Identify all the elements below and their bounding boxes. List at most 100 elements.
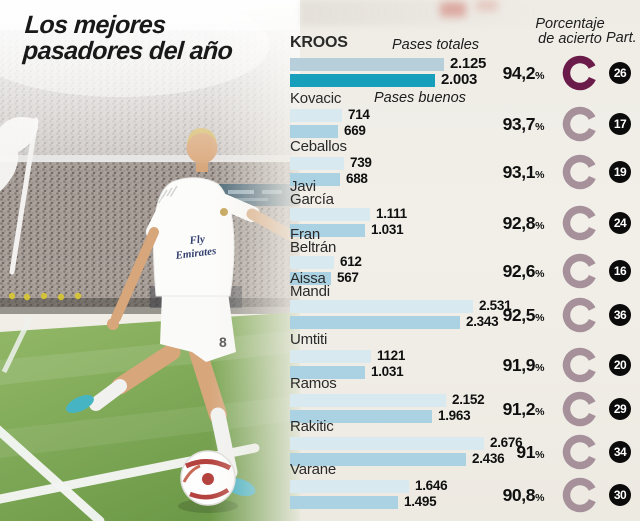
- good-passes-value: 1.031: [371, 364, 404, 379]
- matches-badge: 34: [609, 440, 631, 463]
- good-passes-value: 1.031: [371, 222, 404, 237]
- total-passes-value: 2.676: [490, 435, 523, 450]
- player-name: Javi García: [290, 178, 334, 208]
- crowd-ghost: [300, 0, 540, 26]
- total-passes-value: 2.152: [452, 392, 485, 407]
- good-passes-value: 567: [337, 270, 359, 285]
- total-passes-bar: [290, 437, 484, 450]
- good-passes-bar: [290, 316, 460, 329]
- player-name: Umtiti: [290, 331, 328, 348]
- total-passes-value: 2.531: [479, 298, 512, 313]
- total-passes-bar: [290, 480, 409, 493]
- percent-sign: %: [535, 69, 544, 82]
- accuracy-gauge-icon: [562, 106, 598, 141]
- series-label-total-passes: Pases totales: [392, 37, 480, 53]
- accuracy-percent: 94,2%: [502, 62, 545, 83]
- accuracy-gauge-icon: [562, 477, 598, 512]
- good-passes-bar: [290, 453, 466, 466]
- matches-badge: 29: [609, 397, 631, 420]
- accuracy-percent: 92,5%: [502, 304, 545, 325]
- page-title-line2: pasadores del año: [22, 37, 234, 65]
- percent-sign: %: [535, 491, 544, 504]
- shirt-sponsor-emirates: Emirates: [174, 245, 217, 262]
- accuracy-gauge-icon: [562, 55, 598, 90]
- total-passes-value: 1.646: [415, 478, 448, 493]
- accuracy-percent: 92,8%: [502, 212, 545, 233]
- accuracy-header-line1: Porcentaje: [535, 16, 605, 32]
- matches-badge: 30: [609, 483, 631, 506]
- total-passes-value: 1.111: [376, 206, 407, 221]
- total-passes-value: 1121: [377, 348, 406, 363]
- good-passes-value: 688: [346, 171, 368, 186]
- matches-badge: 26: [609, 61, 631, 84]
- accuracy-percent: 93,7%: [502, 113, 545, 134]
- percent-sign: %: [535, 120, 544, 133]
- series-label-good-passes: Pases buenos: [374, 90, 466, 106]
- percent-sign: %: [535, 168, 544, 181]
- total-passes-value: 612: [340, 254, 362, 269]
- player-row-fran-beltrán: Fran Beltrán 612 567 92,6% 16: [288, 226, 640, 288]
- percent-sign: %: [535, 361, 544, 374]
- player-row-javi-garcía: Javi García 1.111 1.031 92,8% 24: [288, 178, 640, 240]
- accuracy-percent: 91,9%: [502, 354, 545, 375]
- matches-badge: 19: [609, 160, 631, 183]
- stewards: [8, 292, 82, 301]
- total-passes-bar: [290, 157, 344, 170]
- total-passes-bar: [290, 350, 371, 363]
- player-name: Ramos: [290, 375, 337, 392]
- accuracy-gauge-icon: [562, 205, 598, 240]
- good-passes-value: 1.963: [438, 408, 471, 423]
- player-name: Aissa Mandi: [290, 270, 330, 300]
- good-passes-bar: [290, 366, 365, 379]
- player-row-kovacic: Kovacic 714 669 93,7% 17: [288, 90, 640, 141]
- good-passes-bar: [290, 125, 338, 138]
- red-scoreboard-ghost: [440, 2, 466, 17]
- red-scoreboard-ghost-2: [476, 0, 498, 11]
- total-passes-bar: [290, 394, 446, 407]
- accuracy-percent: 91%: [516, 441, 544, 462]
- good-passes-bar: [290, 224, 365, 237]
- player-row-kroos: KROOS 2.125 2.003 94,2% 26: [288, 34, 640, 90]
- total-passes-bar: [290, 109, 342, 122]
- stadium-photo-illustration: 8 Fly Emirates: [0, 0, 300, 521]
- matches-badge: 20: [609, 353, 631, 376]
- touch-line: [0, 425, 105, 521]
- matches-badge: 17: [609, 112, 631, 135]
- good-passes-bar: [290, 272, 331, 285]
- total-passes-bar: [290, 208, 370, 221]
- accuracy-gauge-icon: [562, 297, 598, 332]
- player-row-rakitic: Rakitic 2.676 2.436 91% 34: [288, 419, 640, 469]
- player-row-umtiti: Umtiti 1121 1.031 91,9% 20: [288, 331, 640, 382]
- accuracy-gauge-icon: [562, 434, 598, 469]
- good-passes-bar: [290, 173, 340, 186]
- player-name: Fran Beltrán: [290, 226, 337, 256]
- passers-chart: Porcentaje de acierto Part. Pases totale…: [288, 0, 640, 521]
- accuracy-gauge-icon: [562, 391, 598, 426]
- accuracy-percent: 93,1%: [502, 161, 545, 182]
- page-title: Los mejores pasadores del año: [22, 11, 235, 65]
- percent-sign: %: [535, 219, 544, 232]
- player-name: KROOS: [290, 34, 348, 51]
- accuracy-percent: 90,8%: [502, 484, 545, 505]
- good-passes-bar: [290, 496, 398, 509]
- percent-sign: %: [535, 448, 544, 461]
- boot-back: [66, 395, 94, 413]
- total-passes-value: 2.125: [450, 55, 487, 72]
- stadium-photo: 8 Fly Emirates: [0, 0, 300, 521]
- matches-badge: 36: [609, 303, 631, 326]
- page-title-line1: Los mejores: [23, 11, 167, 39]
- good-passes-value: 2.343: [466, 314, 499, 329]
- good-passes-value: 669: [344, 123, 366, 138]
- player-row-ramos: Ramos 2.152 1.963 91,2% 29: [288, 375, 640, 426]
- player-name: Kovacic: [290, 90, 342, 107]
- matches-badge: 24: [609, 211, 631, 234]
- total-passes-bar: [290, 300, 473, 313]
- good-passes-value: 1.495: [404, 494, 437, 509]
- player-row-ceballos: Ceballos 739 688 93,1% 19: [288, 139, 640, 189]
- good-passes-value: 2.003: [441, 71, 478, 88]
- total-passes-bar: [290, 256, 334, 269]
- accuracy-percent: 91,2%: [502, 398, 545, 419]
- good-passes-value: 2.436: [472, 451, 505, 466]
- player-row-varane: Varane 1.646 1.495 90,8% 30: [288, 462, 640, 512]
- percent-sign: %: [535, 405, 544, 418]
